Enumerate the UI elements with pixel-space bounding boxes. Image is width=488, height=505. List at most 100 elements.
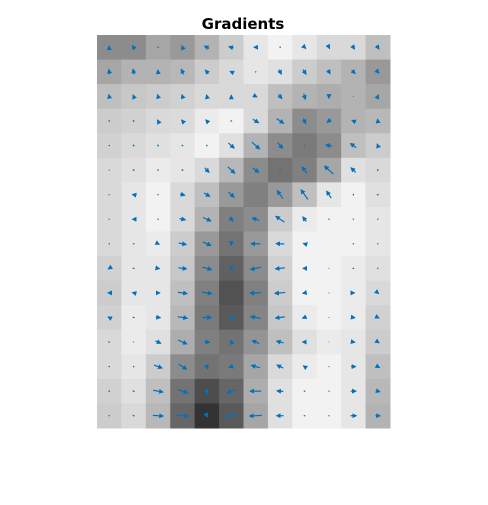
gradient-arrow: [326, 190, 332, 199]
gradient-arrow: [152, 388, 164, 394]
gradient-arrow: [180, 191, 186, 197]
gradient-arrow: [274, 265, 285, 271]
gradient-arrow: [375, 388, 381, 394]
gradient-arrow: [277, 69, 282, 76]
gradient-arrow: [228, 45, 234, 51]
gradient-arrow: [203, 45, 210, 51]
gradient-arrow: [301, 43, 307, 50]
gradient-arrow: [373, 289, 380, 295]
gradient-arrow: [303, 390, 306, 393]
gradient-arrow: [225, 388, 236, 394]
gradient-arrow: [252, 118, 260, 124]
gradient-arrow: [376, 168, 379, 172]
gradient-arrow: [204, 388, 210, 396]
heatmap-cell: [316, 329, 342, 355]
gradient-arrow: [228, 216, 234, 222]
gradient-arrow: [107, 93, 113, 100]
gradient-arrow: [301, 166, 308, 174]
gradient-arrow: [277, 93, 283, 100]
gradient-arrow: [301, 290, 308, 295]
gradient-arrow: [374, 363, 381, 369]
gradient-arrow: [228, 142, 235, 149]
gradient-arrow: [350, 167, 357, 173]
gradient-arrow: [227, 166, 236, 174]
gradient-arrow: [225, 413, 237, 419]
gradient-arrow: [157, 193, 159, 196]
gradient-arrow: [205, 119, 211, 125]
gradient-arrow: [201, 290, 213, 296]
gradient-arrow: [177, 388, 189, 394]
gradient-arrow: [157, 119, 162, 125]
gradient-arrow: [229, 70, 235, 76]
gradient-arrow: [301, 93, 307, 101]
gradient-arrow: [177, 339, 188, 345]
gradient-arrow: [248, 413, 262, 419]
gradient-arrow: [275, 215, 285, 223]
gradient-arrow: [323, 165, 334, 175]
heatmap-cells: [97, 35, 391, 429]
gradient-arrow: [107, 316, 113, 321]
gradient-arrow: [108, 341, 111, 343]
gradient-arrow: [176, 413, 190, 419]
gradient-arrow: [107, 68, 113, 75]
gradient-arrow: [249, 266, 261, 272]
gradient-arrow: [374, 68, 380, 74]
gradient-arrow: [352, 267, 355, 270]
gradient-arrow: [251, 216, 260, 222]
gradient-arrow: [179, 216, 187, 222]
heatmap-cell: [243, 182, 269, 208]
gradient-arrow: [325, 43, 331, 50]
gradient-arrow: [276, 189, 284, 200]
gradient-arrow: [277, 142, 284, 150]
gradient-arrow: [252, 92, 258, 98]
gradient-arrow: [374, 44, 380, 50]
gradient-arrow: [178, 241, 188, 247]
gradient-arrow: [374, 338, 380, 344]
gradient-arrow: [376, 267, 379, 270]
gradient-arrow: [157, 46, 160, 49]
gradient-arrow: [131, 68, 137, 75]
gradient-arrow: [156, 93, 162, 100]
gradient-arrow: [204, 69, 210, 75]
gradient-arrow: [376, 143, 381, 149]
gradient-arrow: [157, 218, 159, 221]
gradient-arrow: [374, 314, 380, 319]
gradient-arrow: [326, 117, 332, 124]
gradient-arrow: [204, 339, 211, 345]
gradient-arrow: [153, 364, 164, 370]
gradient-arrow: [273, 290, 286, 296]
gradient-arrow: [132, 169, 135, 172]
gradient-arrow: [181, 44, 186, 51]
gradient-arrow: [203, 192, 211, 197]
gradient-arrow: [132, 414, 135, 417]
gradient-arrow: [276, 388, 284, 394]
gradient-arrow: [302, 242, 308, 247]
gradient-arrow: [251, 339, 260, 345]
gradient-arrow: [132, 94, 137, 100]
gradient-arrow: [180, 68, 186, 75]
gradient-arrow: [202, 216, 212, 222]
gradient-arrow: [177, 315, 189, 321]
gradient-arrow: [132, 119, 135, 123]
gradient-arrow: [279, 169, 282, 172]
gradient-arrow: [328, 218, 330, 221]
gradient-arrow: [229, 315, 235, 321]
gradient-arrow: [249, 314, 261, 320]
gradient-arrow: [351, 119, 357, 125]
gradient-arrow: [302, 216, 308, 222]
gradient-arrow: [203, 364, 209, 370]
gradient-arrow: [276, 364, 284, 370]
gradient-arrow: [108, 390, 111, 393]
gradient-arrow: [205, 94, 210, 100]
gradient-arrow: [230, 120, 233, 122]
gradient-arrow: [376, 193, 379, 196]
gradient-arrow: [154, 240, 161, 245]
gradient-arrow: [349, 142, 357, 149]
gradient-arrow: [301, 314, 308, 320]
gradient-arrow: [108, 144, 111, 147]
gradient-arrow: [180, 93, 186, 100]
gradient-arrow: [181, 169, 184, 172]
gradient-arrow: [300, 189, 309, 200]
gradient-arrow: [374, 94, 380, 100]
gradient-arrow: [249, 290, 262, 296]
